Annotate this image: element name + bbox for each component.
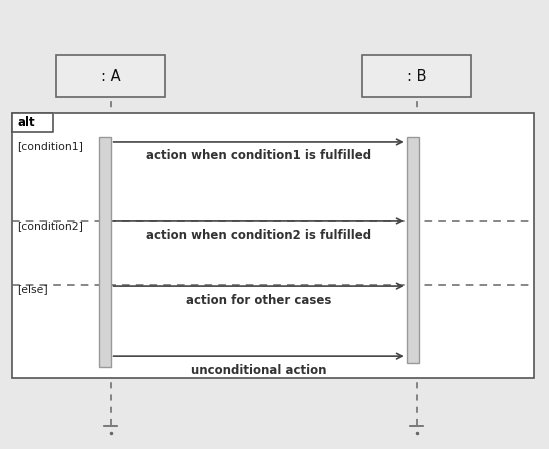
Bar — [99, 137, 111, 367]
Text: : A: : A — [101, 69, 120, 84]
Bar — [56, 55, 165, 97]
Text: [else]: [else] — [16, 284, 47, 294]
Text: [condition1]: [condition1] — [16, 141, 83, 151]
Text: : B: : B — [407, 69, 426, 84]
Bar — [12, 113, 534, 379]
Bar — [407, 137, 419, 363]
Text: action when condition2 is fulfilled: action when condition2 is fulfilled — [146, 229, 371, 242]
Text: action when condition1 is fulfilled: action when condition1 is fulfilled — [146, 149, 371, 162]
Text: unconditional action: unconditional action — [191, 364, 327, 377]
Text: [condition2]: [condition2] — [16, 221, 83, 231]
Text: action for other cases: action for other cases — [186, 294, 332, 307]
Polygon shape — [12, 113, 53, 132]
Text: alt: alt — [17, 116, 35, 129]
Bar — [362, 55, 471, 97]
